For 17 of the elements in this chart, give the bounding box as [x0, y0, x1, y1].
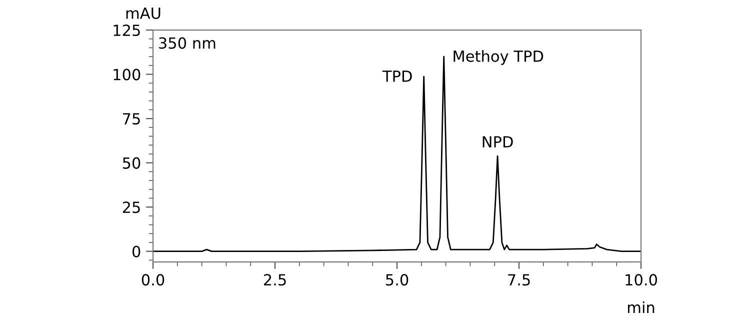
annotation: Methoy TPD: [454, 50, 544, 65]
x-axis-title: min: [628, 301, 654, 313]
y-tick-label: 75: [123, 113, 140, 125]
y-tick-label: 50: [122, 157, 140, 169]
annotation: TPD: [382, 70, 412, 82]
x-tick-label: 7.5: [508, 274, 530, 286]
annotation: NPD: [482, 136, 513, 148]
x-tick-label: 10.0: [626, 274, 658, 286]
annotation: 350 nm: [159, 37, 216, 49]
y-tick-label: 0: [132, 246, 140, 258]
y-tick-label: 100: [114, 68, 140, 80]
x-tick-label: 2.5: [264, 274, 286, 286]
x-tick-label: 5.0: [386, 274, 408, 286]
y-tick-label: 125: [114, 24, 140, 36]
y-tick-label: 25: [122, 202, 140, 214]
x-tick-label: 0.0: [142, 274, 164, 286]
y-axis-title: mAU: [126, 8, 160, 19]
